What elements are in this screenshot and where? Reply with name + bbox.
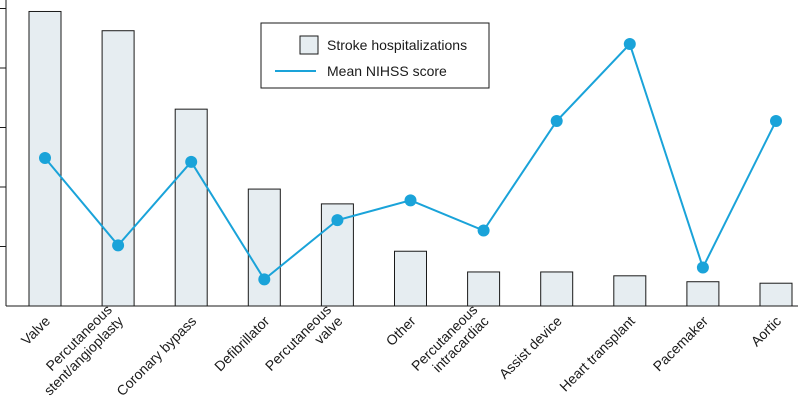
nihss-point	[623, 38, 636, 51]
x-tick-label-line: Other	[383, 313, 419, 349]
bar	[394, 250, 427, 307]
legend: Stroke hospitalizations Mean NIHSS score	[260, 22, 490, 89]
x-tick-label: Aortic	[747, 313, 784, 350]
nihss-point	[550, 115, 563, 127]
x-tick-label: Coronary bypass	[113, 313, 199, 399]
x-tick-label: Percutaneousvalve	[262, 301, 346, 385]
nihss-point	[258, 273, 271, 286]
legend-label-bars: Stroke hospitalizations	[327, 37, 467, 53]
x-tick-label-line: Pacemaker	[650, 313, 712, 375]
nihss-point	[112, 239, 125, 252]
bar	[101, 30, 135, 307]
x-tick-label: Other	[383, 313, 419, 349]
x-tick-label: Assist device	[496, 313, 565, 382]
bar	[686, 281, 720, 307]
bar	[759, 282, 793, 307]
bar	[613, 275, 647, 307]
x-tick-label: Heart transplant	[556, 313, 638, 395]
bar	[174, 108, 208, 307]
bar	[247, 188, 281, 307]
nihss-point	[39, 152, 51, 164]
x-tick-label-line: Assist device	[496, 313, 565, 382]
x-tick-label-line: Heart transplant	[556, 313, 638, 395]
nihss-point	[404, 194, 417, 207]
nihss-point	[770, 115, 782, 127]
x-tick-label: Valve	[18, 313, 53, 348]
nihss-point	[477, 224, 490, 237]
legend-bar-swatch	[299, 35, 319, 55]
bar	[540, 271, 574, 307]
x-tick-label-line: Valve	[18, 313, 53, 348]
bar-series	[28, 10, 793, 307]
line-series	[39, 38, 782, 286]
x-tick-label: Percutaneousintracardiac	[408, 301, 492, 385]
x-tick-label-line: Aortic	[747, 313, 784, 350]
nihss-point	[331, 214, 344, 227]
x-tick-label-line: Coronary bypass	[113, 313, 199, 399]
nihss-point	[696, 261, 709, 274]
nihss-point	[185, 155, 198, 168]
x-tick-labels: ValvePercutaneousstent/angioplastyCorona…	[18, 301, 784, 399]
legend-box	[260, 22, 490, 89]
bar	[467, 271, 501, 307]
x-tick-label: Pacemaker	[650, 313, 712, 375]
legend-label-line: Mean NIHSS score	[327, 63, 447, 79]
